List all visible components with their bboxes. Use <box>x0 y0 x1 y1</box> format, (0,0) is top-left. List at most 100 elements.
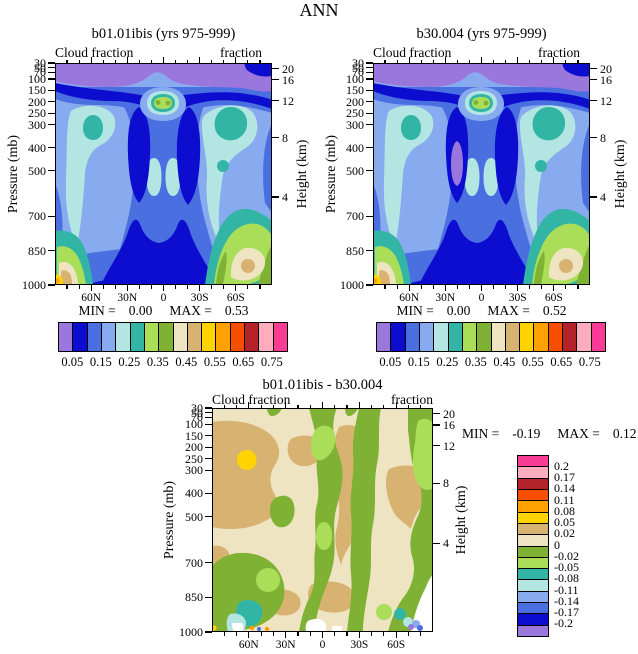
latitude-tick <box>420 632 422 636</box>
height-tick-label: 20 <box>443 406 455 421</box>
pressure-tick <box>205 631 212 633</box>
latitude-tick <box>371 632 373 636</box>
latitude-tick <box>384 285 386 289</box>
pressure-tick-label: 150 <box>346 83 364 98</box>
latitude-tick-label: 30S <box>508 292 527 304</box>
pressure-tick-label: 50 <box>191 405 203 420</box>
contour-region <box>347 408 381 632</box>
colorbar-tick-label: 0.05 <box>554 515 575 529</box>
pressure-tick <box>48 284 55 286</box>
pressure-tick-label: 150 <box>185 428 203 443</box>
pressure-tick-label: 850 <box>28 243 46 258</box>
colorbar-tick-label: 0.05 <box>379 355 402 369</box>
pressure-tick-label: 50 <box>352 60 364 75</box>
pressure-tick-label: 70 <box>191 410 203 425</box>
height-tick-label: 16 <box>600 72 612 87</box>
colorbar-tick-label: 0.25 <box>436 355 459 369</box>
latitude-tick <box>577 285 579 289</box>
latitude-tick <box>480 57 483 63</box>
contour-region <box>464 158 480 196</box>
latitude-tick <box>260 632 262 636</box>
pressure-tick-label: 500 <box>28 163 46 178</box>
contour-region <box>61 270 72 285</box>
colorbar-tick-label: 0.14 <box>554 481 575 496</box>
colorbar-cell <box>520 323 534 351</box>
contour-region <box>394 608 406 620</box>
latitude-tick <box>285 402 287 408</box>
latitude-tick <box>126 285 128 291</box>
latitude-tick <box>358 632 360 638</box>
pressure-tick-label: 850 <box>346 243 364 258</box>
latitude-tick <box>444 57 446 63</box>
latitude-tick-label: 0 <box>160 292 167 304</box>
panel-a-stats: MIN = 0.00 MAX = 0.53 <box>55 303 272 319</box>
latitude-tick <box>211 285 213 289</box>
latitude-tick <box>138 285 140 289</box>
latitude-tick <box>346 404 348 408</box>
pressure-tick <box>366 250 373 252</box>
contour-region <box>127 107 151 203</box>
latitude-tick-label: 30N <box>117 292 138 304</box>
colorbar-cell <box>518 478 548 489</box>
latitude-tick <box>138 59 140 63</box>
latitude-tick <box>260 404 262 408</box>
pressure-tick <box>366 112 373 114</box>
pressure-tick-label: 200 <box>185 440 203 455</box>
latitude-tick-label: 30S <box>350 639 369 651</box>
pressure-tick <box>48 78 55 80</box>
contour-region <box>237 449 257 470</box>
contour-region <box>83 115 103 140</box>
height-tick-label: 20 <box>282 61 294 76</box>
pressure-tick-label: 300 <box>185 463 203 478</box>
contour-region <box>155 100 161 105</box>
pressure-tick <box>48 62 55 64</box>
height-tick <box>433 424 440 426</box>
height-tick <box>433 413 440 415</box>
panel-c-stats: MIN = -0.19 MAX = 0.12 <box>462 426 637 442</box>
pressure-tick <box>366 147 373 149</box>
pressure-tick <box>366 78 373 80</box>
latitude-tick <box>162 285 165 291</box>
colorbar-cell <box>87 323 101 351</box>
colorbar-tick-label: 0.25 <box>118 355 141 369</box>
panel-b-subtitle-right: fraction <box>538 45 580 60</box>
pressure-tick <box>48 89 55 92</box>
colorbar-cell <box>518 467 548 478</box>
latitude-tick <box>199 57 201 63</box>
colorbar-tick-label: -0.08 <box>554 571 579 586</box>
colorbar-cell <box>518 523 548 535</box>
latitude-tick <box>371 404 373 408</box>
height-tick <box>272 79 279 81</box>
latitude-tick-label: 60N <box>81 292 102 304</box>
contour-region <box>373 63 590 92</box>
pressure-tick-label: 1000 <box>179 625 203 639</box>
panel-c-plot-frame <box>212 408 433 632</box>
pressure-tick <box>48 169 55 172</box>
pressure-tick-label: 100 <box>28 72 46 87</box>
panel-b-contour-plot <box>373 63 590 285</box>
pressure-tick <box>48 112 55 114</box>
pressure-tick <box>366 89 373 92</box>
pressure-tick-label: 150 <box>28 83 46 98</box>
height-tick <box>272 196 279 198</box>
min-value: 0.00 <box>446 303 471 318</box>
latitude-tick <box>321 402 324 408</box>
latitude-tick <box>174 59 177 63</box>
contour-region <box>212 625 217 631</box>
latitude-tick <box>223 285 225 289</box>
latitude-tick <box>162 57 165 63</box>
colorbar-cell <box>518 501 548 512</box>
colorbar-tick-label: 0.55 <box>521 355 544 369</box>
colorbar-cell <box>518 535 548 546</box>
latitude-tick <box>517 285 519 291</box>
latitude-tick <box>395 402 397 408</box>
latitude-tick <box>248 632 250 638</box>
panel-a-plot-frame <box>55 63 272 285</box>
latitude-tick <box>90 57 92 63</box>
colorbar-tick-label: 0.55 <box>203 355 226 369</box>
latitude-tick <box>90 285 92 291</box>
colorbar-cell <box>518 489 548 501</box>
latitude-tick <box>480 285 483 291</box>
colorbar-tick-label: 0.75 <box>260 355 283 369</box>
latitude-tick <box>432 285 434 289</box>
